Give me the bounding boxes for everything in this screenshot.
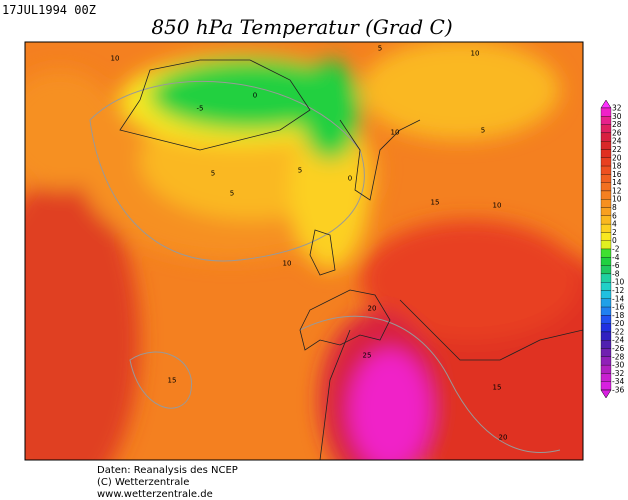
- colorbar-label: -10: [612, 278, 624, 287]
- colorbar-label: 12: [612, 186, 622, 195]
- colorbar-label: -16: [612, 303, 624, 312]
- colorbar-label: -36: [612, 386, 624, 395]
- colorbar-label: 24: [612, 137, 622, 146]
- contour-label: 5: [481, 127, 485, 135]
- colorbar-swatch: [600, 340, 612, 349]
- contour-label: 0: [253, 92, 257, 100]
- colorbar-label: -20: [612, 319, 624, 328]
- colorbar-swatch: [600, 298, 612, 308]
- colorbar-label: -28: [612, 352, 624, 361]
- contour-label: 10: [391, 129, 400, 137]
- colorbar-swatch: [600, 257, 612, 266]
- contour-label: 15: [493, 384, 502, 392]
- contour-label: 10: [493, 202, 502, 210]
- contour-label: 10: [111, 55, 120, 63]
- colorbar-swatch: [600, 190, 612, 200]
- colorbar-swatch: [600, 273, 612, 283]
- colorbar-label: -14: [612, 294, 624, 303]
- colorbar-swatch: [600, 132, 612, 142]
- footer-line: (C) Wetterzentrale: [97, 477, 189, 488]
- colorbar-swatch: [600, 215, 612, 225]
- colorbar-label: 26: [612, 128, 622, 137]
- colorbar-swatch: [600, 223, 612, 233]
- colorbar-swatch: [600, 207, 612, 216]
- colorbar-label: -26: [612, 344, 624, 353]
- contour-label: 5: [298, 167, 302, 175]
- colorbar-top-cap: [600, 99, 612, 109]
- contour-label: 10: [283, 260, 292, 268]
- contour-label: 25: [363, 352, 372, 360]
- colorbar-swatch: [600, 315, 612, 324]
- colorbar-label: -30: [612, 361, 624, 370]
- footer-line: www.wetterzentrale.de: [97, 489, 213, 500]
- colorbar-swatch: [600, 306, 612, 316]
- contour-label: 10: [471, 50, 480, 58]
- colorbar-label: -34: [612, 377, 624, 386]
- contour-label: 5: [230, 190, 234, 198]
- colorbar-label: 18: [612, 162, 622, 171]
- colorbar-swatch: [600, 373, 612, 382]
- colorbar-swatch: [600, 381, 612, 391]
- colorbar-swatch: [600, 174, 612, 183]
- colorbar-label: 6: [612, 211, 617, 220]
- colorbar-label: 14: [612, 178, 622, 187]
- contour-label: 20: [368, 305, 377, 313]
- colorbar-label: 28: [612, 120, 622, 129]
- contour-label: 20: [499, 434, 508, 442]
- colorbar-swatch: [600, 356, 612, 366]
- colorbar-label: -24: [612, 336, 624, 345]
- colorbar-label: 10: [612, 195, 622, 204]
- colorbar-label: -4: [612, 253, 620, 262]
- colorbar-swatch: [600, 364, 612, 374]
- footer-line: Daten: Reanalysis des NCEP: [97, 465, 238, 476]
- colorbar-label: 0: [612, 236, 617, 245]
- contour-label: 5: [378, 45, 382, 53]
- colorbar-label: -18: [612, 311, 624, 320]
- colorbar-label: 30: [612, 112, 622, 121]
- colorbar-swatch: [600, 265, 612, 275]
- colorbar-label: -8: [612, 269, 620, 278]
- colorbar-label: -22: [612, 327, 624, 336]
- colorbar-swatch: [600, 182, 612, 192]
- colorbar-label: -32: [612, 369, 624, 378]
- colorbar-label: 2: [612, 228, 617, 237]
- contour-label: 5: [211, 170, 215, 178]
- colorbar-label: 32: [612, 104, 622, 113]
- colorbar-label: 22: [612, 145, 622, 154]
- colorbar-swatch: [600, 141, 612, 150]
- temperature-field: [25, 42, 583, 460]
- colorbar-swatch: [600, 331, 612, 341]
- colorbar-swatch: [600, 240, 612, 250]
- colorbar-label: 4: [612, 220, 617, 229]
- colorbar-swatch: [600, 157, 612, 167]
- contour-label: -5: [197, 105, 204, 113]
- colorbar-swatch: [600, 232, 612, 241]
- colorbar-label: -12: [612, 286, 624, 295]
- colorbar-bottom-cap: [600, 389, 612, 399]
- colorbar-label: 20: [612, 153, 622, 162]
- colorbar-swatch: [600, 124, 612, 134]
- colorbar-swatch: [600, 116, 612, 125]
- map-frame: [24, 41, 584, 461]
- contour-label: 0: [348, 175, 352, 183]
- colorbar-swatch: [600, 348, 612, 357]
- colorbar-swatch: [600, 199, 612, 208]
- contour-label: 15: [168, 377, 177, 385]
- map-title: 850 hPa Temperatur (Grad C): [151, 15, 452, 39]
- timestamp: 17JUL1994 00Z: [2, 3, 96, 17]
- colorbar-swatch: [600, 149, 612, 158]
- colorbar-swatch: [600, 107, 612, 117]
- contour-label: 15: [431, 199, 440, 207]
- colorbar-label: 16: [612, 170, 622, 179]
- colorbar-label: 8: [612, 203, 617, 212]
- colorbar-label: -6: [612, 261, 620, 270]
- colorbar-label: -2: [612, 245, 620, 254]
- colorbar-swatch: [600, 165, 612, 175]
- colorbar-swatch: [600, 290, 612, 299]
- colorbar-swatch: [600, 248, 612, 258]
- colorbar-swatch: [600, 323, 612, 333]
- colorbar-swatch: [600, 282, 612, 291]
